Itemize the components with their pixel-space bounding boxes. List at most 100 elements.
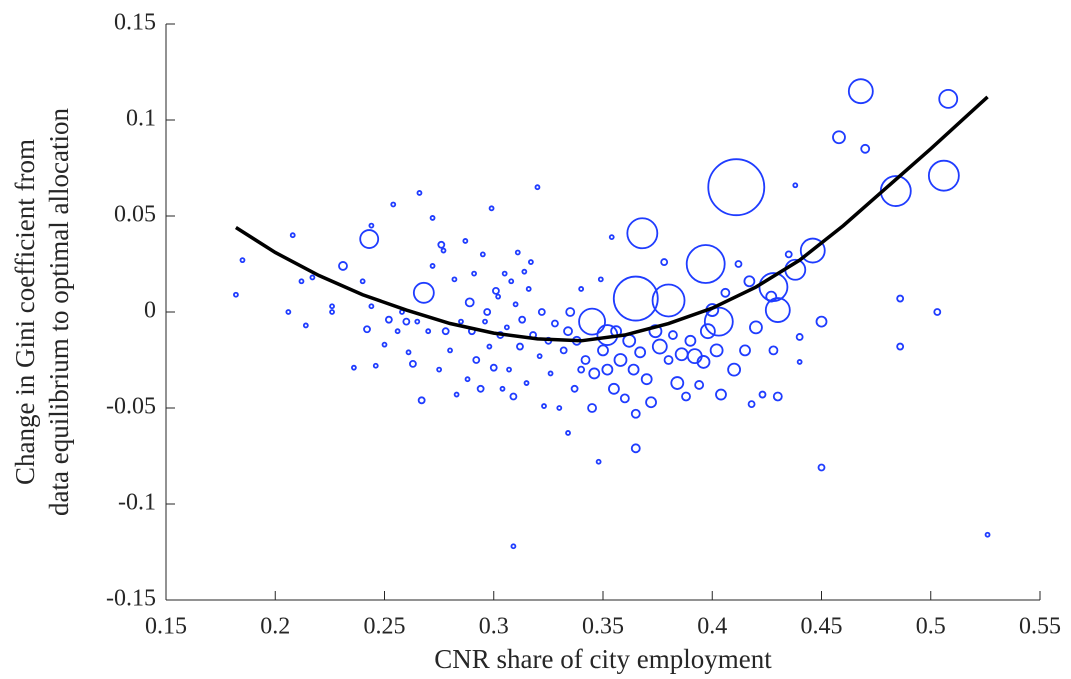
y-tick-label: -0.1 xyxy=(118,490,156,516)
bubble xyxy=(795,333,804,341)
bubble xyxy=(368,222,375,229)
bubble xyxy=(527,259,534,265)
bubble xyxy=(436,366,443,373)
x-tick-label: 0.5 xyxy=(916,614,946,640)
bubble xyxy=(715,388,727,401)
bubble xyxy=(536,353,543,360)
x-tick-label: 0.55 xyxy=(1019,614,1061,640)
bubble xyxy=(588,367,601,380)
bubble xyxy=(447,347,453,354)
bubble xyxy=(414,318,421,325)
bubble xyxy=(488,205,495,212)
bubble xyxy=(597,344,609,357)
x-axis-label: CNR share of city employment xyxy=(434,644,772,674)
bubble xyxy=(302,322,309,329)
bubble xyxy=(608,234,615,241)
x-tick-label: 0.25 xyxy=(364,614,406,640)
bubble xyxy=(559,346,568,355)
bubble xyxy=(425,328,432,335)
bubble xyxy=(521,268,528,275)
y-axis-label: data equilibrium to optimal allocation xyxy=(44,108,74,516)
bubble xyxy=(429,263,436,269)
bubble xyxy=(486,343,493,350)
bubble xyxy=(570,384,579,393)
bubble xyxy=(720,287,731,298)
bubble xyxy=(429,215,436,221)
bubble xyxy=(534,184,541,191)
bubble xyxy=(619,393,630,404)
bubble xyxy=(749,320,763,335)
bubble xyxy=(634,346,647,359)
bubble xyxy=(817,463,826,472)
bubble xyxy=(645,396,657,409)
bubble xyxy=(489,363,498,372)
y-tick-label: -0.15 xyxy=(106,586,156,612)
bubble xyxy=(578,307,606,336)
x-tick-label: 0.45 xyxy=(801,614,843,640)
bubble xyxy=(508,278,515,285)
bubble xyxy=(472,356,481,364)
x-tick-label: 0.15 xyxy=(145,614,187,640)
bubble xyxy=(796,359,803,365)
bubble xyxy=(471,270,477,277)
bubble xyxy=(984,531,991,538)
bubble xyxy=(860,143,871,154)
bubble xyxy=(514,249,521,256)
bubble xyxy=(743,275,756,288)
bubble xyxy=(896,342,905,351)
bubble xyxy=(405,349,412,356)
bubble xyxy=(329,303,335,310)
bubble xyxy=(289,232,296,239)
bubble xyxy=(663,355,674,365)
bubble xyxy=(699,323,716,340)
bubble xyxy=(417,396,426,405)
bubble xyxy=(412,281,435,304)
bubble xyxy=(627,363,640,376)
bubble xyxy=(727,362,741,377)
bubble xyxy=(541,403,547,409)
bubble xyxy=(458,318,464,325)
bubble xyxy=(938,88,959,109)
bubble xyxy=(685,244,726,284)
bubble xyxy=(368,303,375,310)
bubble xyxy=(363,325,371,334)
bubble xyxy=(707,158,766,217)
bubble xyxy=(503,324,510,331)
bubble xyxy=(739,344,751,357)
bubble xyxy=(674,347,689,362)
bubble xyxy=(372,362,379,369)
fit-line xyxy=(234,95,989,343)
bubble xyxy=(462,238,469,244)
bubble xyxy=(551,319,559,328)
bubble xyxy=(512,301,519,308)
bubble xyxy=(896,294,905,303)
bubble xyxy=(799,237,826,264)
bubble xyxy=(832,130,846,145)
bubble xyxy=(630,408,641,419)
bubble xyxy=(764,297,791,323)
bubble xyxy=(441,327,450,336)
bubble xyxy=(670,376,685,390)
y-tick-label: 0.1 xyxy=(126,106,156,132)
bubble xyxy=(578,286,585,292)
bubble xyxy=(464,297,475,308)
y-tick-label: 0.05 xyxy=(114,202,156,228)
bubble xyxy=(523,380,530,386)
bubble xyxy=(651,283,686,318)
bubble xyxy=(608,382,620,395)
bubble xyxy=(338,261,348,271)
bubble xyxy=(765,290,778,303)
x-tick-label: 0.3 xyxy=(479,614,509,640)
bubble xyxy=(476,384,485,393)
bubble xyxy=(933,308,942,316)
bubble xyxy=(402,317,411,326)
bubble xyxy=(233,291,239,298)
bubble xyxy=(595,458,602,465)
bubble xyxy=(537,308,546,316)
x-tick-label: 0.4 xyxy=(697,614,727,640)
bubble xyxy=(285,309,292,315)
x-tick-label: 0.35 xyxy=(582,614,624,640)
bubble xyxy=(464,376,471,383)
bubble xyxy=(630,443,641,454)
